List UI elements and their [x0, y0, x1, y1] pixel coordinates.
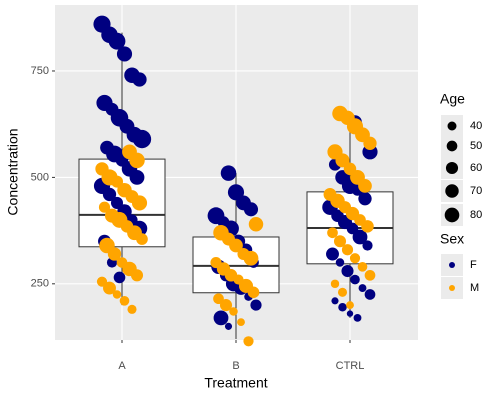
legend-swatch — [449, 285, 455, 291]
point — [358, 179, 372, 193]
point — [349, 253, 361, 264]
x-axis-title: Treatment — [204, 375, 267, 391]
y-tick-label: 500 — [31, 171, 49, 183]
legend-size — [446, 140, 458, 152]
point — [229, 238, 243, 253]
point — [243, 202, 259, 217]
y-tick-label: 250 — [31, 278, 49, 290]
point — [113, 271, 126, 284]
point — [326, 247, 339, 261]
point — [338, 302, 347, 312]
point — [220, 165, 237, 181]
point — [346, 301, 354, 310]
point — [102, 187, 117, 202]
point — [237, 318, 245, 327]
point — [224, 322, 233, 330]
legend-label: 80 — [470, 209, 482, 221]
point — [357, 261, 368, 272]
legend-label: M — [470, 282, 479, 294]
legend-label: 50 — [470, 140, 482, 152]
point — [243, 250, 259, 266]
point — [358, 284, 367, 292]
point — [243, 336, 254, 347]
point — [331, 297, 339, 305]
point — [350, 274, 360, 285]
legend-size — [445, 184, 459, 198]
point — [103, 281, 116, 295]
legend-size — [447, 121, 457, 131]
point — [352, 229, 368, 245]
point — [129, 169, 145, 185]
point — [250, 299, 262, 311]
point — [132, 129, 152, 149]
legend-label: F — [470, 259, 477, 271]
point — [213, 310, 229, 326]
point — [112, 290, 122, 299]
point — [107, 247, 122, 261]
point — [108, 32, 126, 50]
point — [333, 235, 347, 248]
point — [98, 201, 111, 213]
point — [341, 244, 354, 256]
point — [229, 307, 238, 316]
point — [116, 46, 133, 62]
point — [248, 216, 264, 232]
point — [364, 289, 376, 300]
legend-label: 70 — [470, 185, 482, 197]
x-tick-label: CTRL — [336, 360, 365, 372]
point — [353, 313, 362, 322]
point — [130, 269, 144, 282]
point — [346, 310, 354, 317]
point — [127, 304, 137, 314]
point — [129, 152, 145, 169]
point — [361, 220, 374, 233]
point — [131, 195, 148, 211]
point — [364, 269, 376, 281]
y-axis-title: Concentration — [5, 128, 21, 215]
legend-size — [444, 207, 460, 223]
point — [219, 299, 233, 312]
point — [213, 293, 224, 305]
point — [119, 296, 130, 306]
point — [335, 258, 345, 267]
point — [358, 192, 372, 206]
point — [362, 240, 373, 251]
legend-label: 40 — [470, 120, 482, 132]
point — [335, 153, 350, 168]
y-tick-label: 750 — [31, 65, 49, 77]
legend-swatch — [449, 262, 455, 268]
size-legend-title: Age — [440, 91, 465, 107]
point — [136, 233, 148, 245]
color-legend-title: Sex — [440, 231, 464, 247]
point — [227, 184, 245, 201]
point — [132, 72, 147, 87]
point — [247, 286, 260, 299]
point — [341, 265, 354, 278]
point — [337, 287, 348, 297]
legend-size — [445, 161, 459, 175]
x-tick-label: B — [232, 360, 239, 372]
x-tick-label: A — [118, 360, 126, 372]
point — [330, 279, 340, 289]
point — [327, 227, 338, 239]
point — [363, 136, 377, 150]
legend-label: 60 — [470, 162, 482, 174]
